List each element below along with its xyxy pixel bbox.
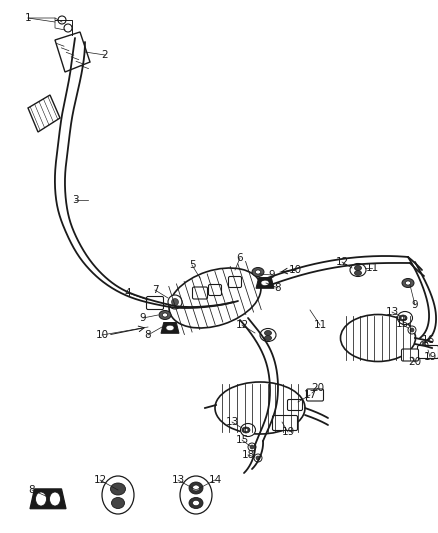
Ellipse shape bbox=[399, 315, 407, 321]
Ellipse shape bbox=[260, 328, 276, 342]
FancyBboxPatch shape bbox=[417, 345, 438, 359]
Circle shape bbox=[64, 24, 72, 32]
Text: 7: 7 bbox=[152, 285, 158, 295]
Text: 6: 6 bbox=[237, 253, 244, 263]
Text: 8: 8 bbox=[275, 283, 281, 293]
Ellipse shape bbox=[189, 482, 203, 494]
Text: 14: 14 bbox=[208, 475, 222, 485]
Text: 11: 11 bbox=[313, 320, 327, 330]
Polygon shape bbox=[30, 489, 66, 508]
Polygon shape bbox=[161, 322, 179, 333]
Ellipse shape bbox=[215, 382, 305, 434]
Text: 13: 13 bbox=[171, 475, 185, 485]
Circle shape bbox=[254, 454, 262, 462]
Ellipse shape bbox=[162, 313, 168, 317]
Circle shape bbox=[256, 456, 260, 460]
Text: 17: 17 bbox=[304, 390, 317, 400]
Text: 12: 12 bbox=[336, 257, 349, 267]
Circle shape bbox=[168, 295, 182, 309]
Text: 10: 10 bbox=[289, 265, 301, 275]
Ellipse shape bbox=[112, 497, 124, 508]
Ellipse shape bbox=[192, 500, 199, 506]
Circle shape bbox=[250, 445, 254, 449]
Ellipse shape bbox=[255, 270, 261, 274]
Ellipse shape bbox=[49, 492, 60, 506]
Circle shape bbox=[248, 443, 256, 451]
Ellipse shape bbox=[398, 311, 413, 325]
Text: 16: 16 bbox=[421, 335, 434, 345]
Text: 9: 9 bbox=[412, 300, 418, 310]
Text: 18: 18 bbox=[241, 450, 254, 460]
Circle shape bbox=[420, 341, 428, 349]
Ellipse shape bbox=[354, 271, 361, 276]
Ellipse shape bbox=[192, 485, 199, 491]
Text: 12: 12 bbox=[235, 320, 249, 330]
FancyBboxPatch shape bbox=[208, 285, 222, 295]
Text: 4: 4 bbox=[125, 288, 131, 298]
Circle shape bbox=[408, 326, 416, 334]
Ellipse shape bbox=[265, 335, 272, 341]
Text: 20: 20 bbox=[311, 383, 325, 393]
Polygon shape bbox=[256, 278, 274, 288]
Ellipse shape bbox=[240, 424, 255, 437]
Circle shape bbox=[422, 343, 426, 347]
FancyBboxPatch shape bbox=[307, 389, 324, 401]
Text: 19: 19 bbox=[281, 427, 295, 437]
FancyBboxPatch shape bbox=[402, 349, 418, 361]
Ellipse shape bbox=[110, 483, 126, 495]
Text: 10: 10 bbox=[95, 330, 109, 340]
FancyBboxPatch shape bbox=[146, 296, 163, 310]
Ellipse shape bbox=[340, 314, 416, 361]
Ellipse shape bbox=[354, 265, 361, 271]
Polygon shape bbox=[28, 95, 60, 132]
Ellipse shape bbox=[405, 281, 411, 285]
Ellipse shape bbox=[180, 476, 212, 514]
Text: 1: 1 bbox=[25, 13, 31, 23]
Polygon shape bbox=[55, 32, 90, 72]
Ellipse shape bbox=[244, 429, 248, 432]
Text: 9: 9 bbox=[140, 313, 146, 323]
Ellipse shape bbox=[401, 317, 405, 319]
Ellipse shape bbox=[159, 311, 171, 319]
FancyBboxPatch shape bbox=[287, 400, 303, 410]
Text: 15: 15 bbox=[235, 435, 249, 445]
Ellipse shape bbox=[169, 268, 261, 328]
Circle shape bbox=[172, 298, 179, 305]
Ellipse shape bbox=[166, 325, 174, 330]
Text: 19: 19 bbox=[424, 352, 437, 362]
Circle shape bbox=[58, 16, 66, 24]
Text: 8: 8 bbox=[145, 330, 151, 340]
Ellipse shape bbox=[261, 280, 269, 286]
Text: 13: 13 bbox=[385, 307, 399, 317]
Ellipse shape bbox=[350, 263, 366, 277]
Ellipse shape bbox=[102, 476, 134, 514]
Text: 12: 12 bbox=[93, 475, 106, 485]
Text: 2: 2 bbox=[102, 50, 108, 60]
Ellipse shape bbox=[189, 497, 203, 508]
FancyBboxPatch shape bbox=[192, 287, 208, 299]
Ellipse shape bbox=[242, 427, 250, 433]
Text: 8: 8 bbox=[28, 485, 35, 495]
Text: 3: 3 bbox=[72, 195, 78, 205]
Circle shape bbox=[410, 328, 414, 332]
Text: 11: 11 bbox=[365, 263, 378, 273]
Text: 5: 5 bbox=[189, 260, 195, 270]
FancyBboxPatch shape bbox=[229, 277, 241, 287]
Text: 15: 15 bbox=[396, 319, 409, 329]
Text: 13: 13 bbox=[226, 417, 239, 427]
FancyBboxPatch shape bbox=[272, 416, 297, 431]
Ellipse shape bbox=[265, 330, 272, 335]
Text: 20: 20 bbox=[409, 357, 421, 367]
Text: 9: 9 bbox=[268, 270, 276, 280]
Ellipse shape bbox=[35, 492, 46, 506]
Ellipse shape bbox=[402, 279, 414, 287]
Ellipse shape bbox=[252, 268, 264, 277]
